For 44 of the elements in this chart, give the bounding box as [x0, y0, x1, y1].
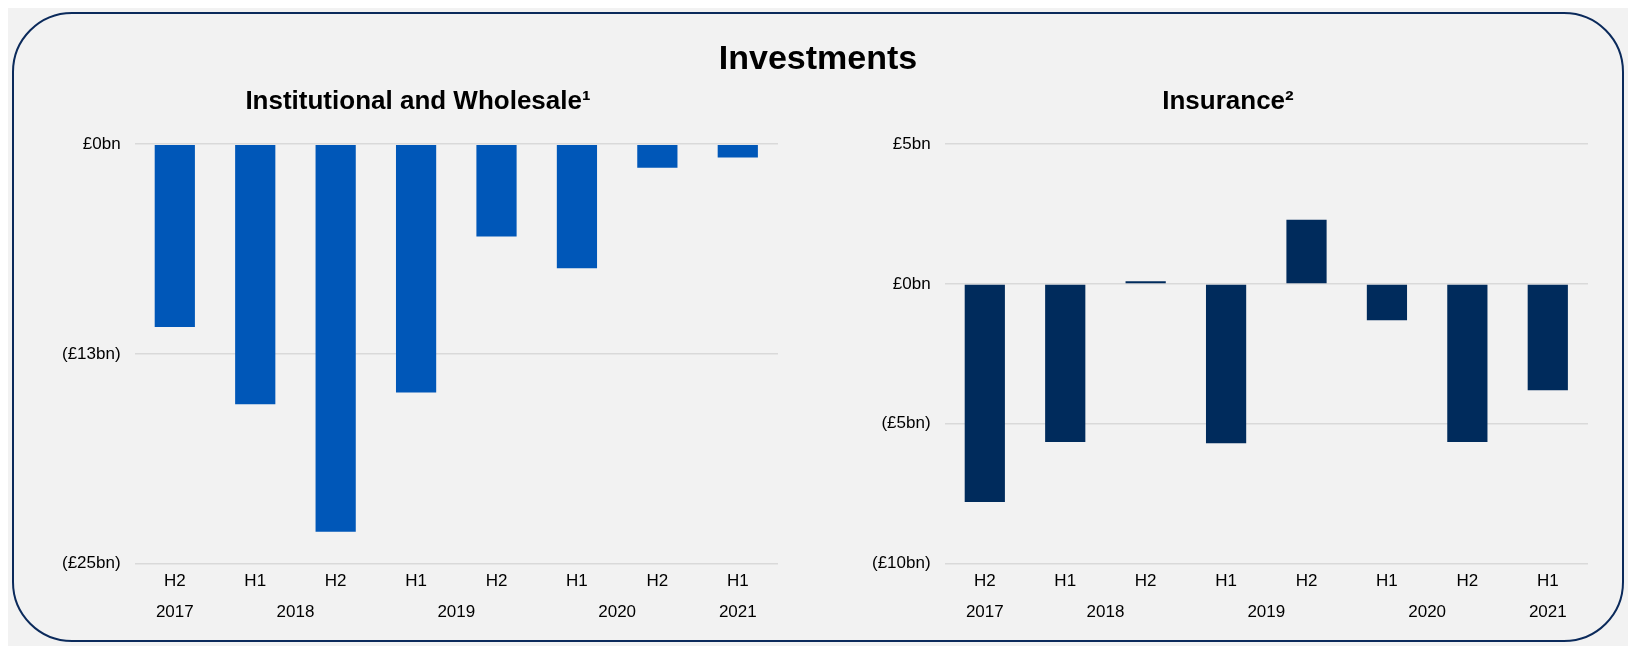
text: 2021	[1528, 602, 1567, 622]
text: 2021	[718, 602, 757, 622]
x-tick-label: H2	[646, 571, 669, 591]
x-tick-label: H1	[405, 571, 427, 591]
text: 2019	[1247, 602, 1286, 622]
x-tick-label: H1	[1536, 571, 1559, 591]
x-tick-label: H1	[726, 571, 749, 591]
chart-title: Investments	[717, 37, 919, 78]
y-tick-label: £0bn	[892, 273, 931, 293]
x-tick-label: H2	[324, 571, 347, 591]
y-tick-label: (£10bn)	[871, 553, 931, 573]
bar	[1205, 284, 1247, 444]
x-tick-label: H2	[973, 571, 996, 591]
x-tick-label: H2	[485, 571, 508, 591]
bar	[1366, 284, 1408, 321]
bar	[1045, 284, 1086, 442]
bar	[1286, 219, 1327, 284]
text: 2017	[155, 602, 194, 622]
y-tick-label: £5bn	[892, 133, 931, 153]
text: 2019	[437, 602, 476, 622]
bar	[964, 284, 1005, 503]
text: 2020	[1408, 602, 1447, 622]
x-tick-label: H1	[566, 571, 588, 591]
x-tick-label: H2	[1456, 571, 1479, 591]
y-tick-label: (£5bn)	[881, 413, 931, 433]
x-tick-label: H1	[1376, 571, 1398, 591]
x-tick-label: H1	[1215, 571, 1237, 591]
bar	[1125, 281, 1166, 284]
y-tick-label: (£13bn)	[61, 343, 121, 363]
text: 2017	[965, 602, 1004, 622]
x-tick-label: H2	[1134, 571, 1157, 591]
text: 2018	[276, 602, 315, 622]
y-tick-label: (£25bn)	[61, 553, 121, 573]
x-tick-label: H1	[244, 571, 267, 591]
x-tick-label: H1	[1054, 571, 1077, 591]
y-tick-label: £0bn	[82, 133, 121, 153]
chart-subtitle: Insurance²	[1161, 84, 1295, 117]
text: 2018	[1086, 602, 1125, 622]
x-tick-label: H2	[163, 571, 186, 591]
bar	[1527, 284, 1568, 391]
bar	[1447, 284, 1488, 442]
text: 2020	[598, 602, 637, 622]
chart-subtitle: Institutional and Wholesale¹	[244, 84, 592, 117]
x-tick-label: H2	[1295, 571, 1318, 591]
